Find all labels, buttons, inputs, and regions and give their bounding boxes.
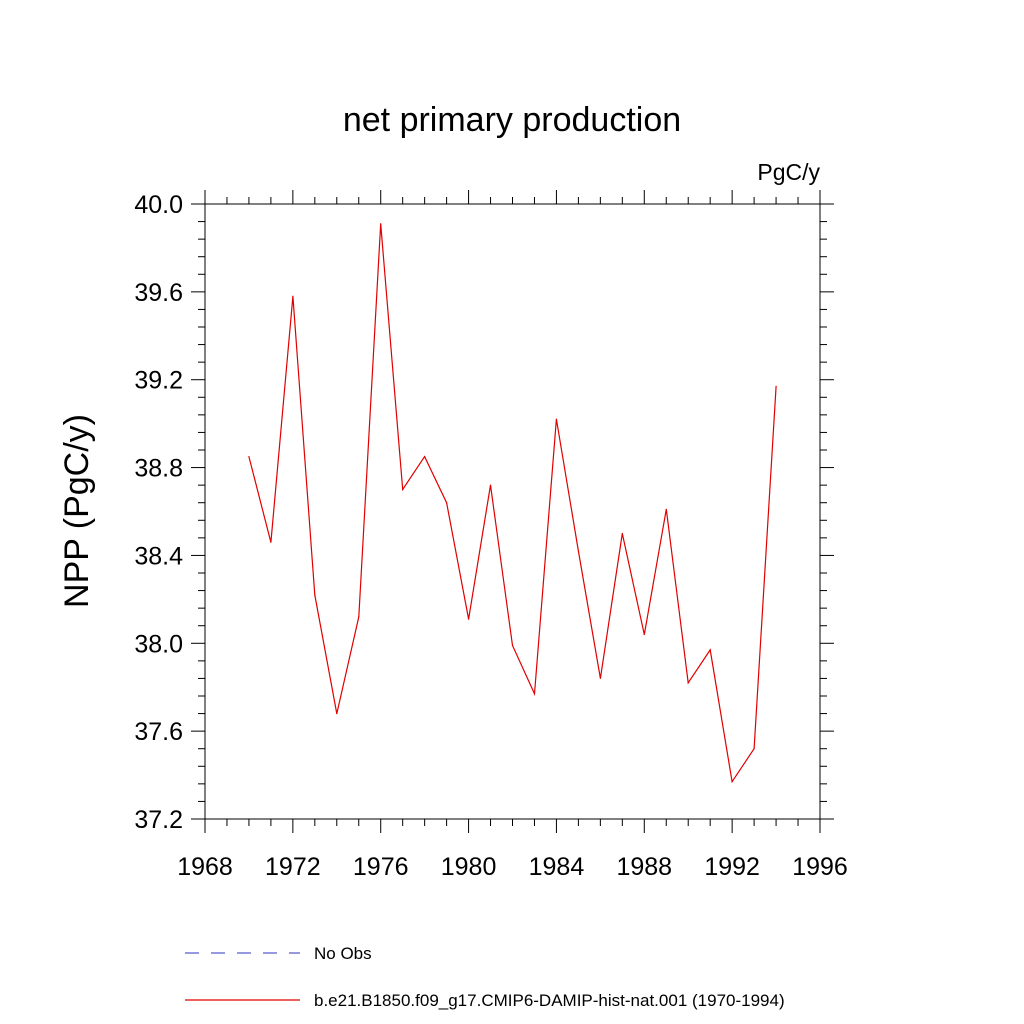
data-point [467, 618, 470, 620]
data-point [687, 682, 689, 684]
data-point [775, 385, 777, 387]
data-point [270, 541, 272, 543]
x-tick-label: 1980 [441, 853, 497, 881]
plot-area: 37.2 37.6 38.0 38.4 38.8 39.2 39.6 40.0 1968 1972… [134, 190, 848, 881]
data-point [358, 616, 360, 618]
legend-label-0: No Obs [314, 944, 372, 963]
series-line-1 [248, 223, 777, 784]
data-point [292, 295, 294, 297]
data-point [489, 484, 492, 486]
data-point [446, 502, 448, 504]
data-point [248, 455, 250, 458]
data-point [709, 649, 711, 651]
data-point [577, 550, 579, 552]
y-tick-label: 37.2 [134, 806, 183, 834]
units-label: PgC/y [757, 159, 820, 185]
data-point [511, 644, 514, 647]
data-point [643, 633, 645, 636]
x-tick-label: 1976 [353, 853, 409, 881]
chart-title: net primary production [343, 101, 681, 139]
data-point [402, 488, 404, 491]
x-tick-label: 1968 [177, 853, 233, 881]
data-point [555, 418, 558, 420]
legend: No Obs b.e21.B1850.f09_g17.CMIP6-DAMIP-hi… [185, 944, 785, 1010]
legend-label-1: b.e21.B1850.f09_g17.CMIP6-DAMIP-hist-nat… [314, 991, 785, 1010]
data-point [314, 594, 316, 596]
y-tick-label: 37.6 [134, 718, 183, 746]
data-point [665, 508, 667, 510]
y-axis-title: NPP (PgC/y) [58, 414, 96, 608]
y-tick-label: 39.2 [134, 367, 183, 395]
data-point [599, 677, 601, 680]
data-point [731, 781, 733, 783]
x-tick-label: 1992 [704, 853, 760, 881]
data-point [380, 223, 382, 225]
x-tick-label: 1984 [529, 853, 585, 881]
data-point [424, 455, 426, 458]
x-tick-label: 1996 [792, 853, 848, 881]
data-point [336, 712, 338, 715]
y-tick-label: 39.6 [134, 279, 183, 307]
data-point [753, 748, 755, 750]
x-tick-label: 1988 [616, 853, 672, 881]
y-tick-label: 38.0 [134, 630, 183, 658]
plot-frame [204, 203, 821, 820]
x-tick-label: 1972 [265, 853, 321, 881]
y-tick-label: 38.4 [134, 542, 183, 570]
data-point [533, 693, 536, 695]
y-tick-label: 38.8 [134, 455, 183, 483]
data-point [621, 532, 623, 535]
y-tick-label: 40.0 [134, 191, 183, 219]
